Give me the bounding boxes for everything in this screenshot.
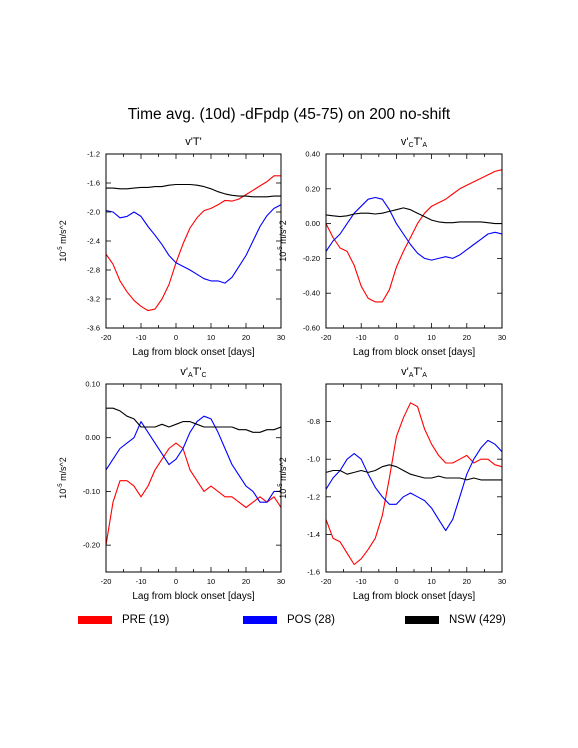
chart-1-ylabel: 10-5 m/s^2 [58, 220, 68, 262]
chart-4-xtick-label: 20 [463, 577, 471, 586]
chart-3: v'AT'C -20 -10 0 10 20 30 -0.20 -0.10 0.00 0.10 Lag… [58, 366, 285, 602]
chart-2-xtick-label: -20 [321, 333, 332, 342]
chart-1-ytick-label: -1.6 [87, 179, 100, 188]
chart-4-xtick-label: 0 [394, 577, 398, 586]
chart-1-series-nsw [106, 183, 281, 198]
chart-4-xtick-label: 10 [427, 577, 435, 586]
chart-2-xtick-label: -10 [356, 333, 367, 342]
legend-pos: POS (28) [243, 614, 335, 626]
chart-3-xtick-label: 20 [242, 577, 250, 586]
chart-1: v'T' -20 -10 0 10 20 30 -3.6 -3.2 -2.8 -2.4 -2.0 -1.… [58, 136, 285, 358]
chart-1-ytick-label: -1.2 [87, 150, 100, 159]
legend-swatch-pre [78, 616, 112, 624]
chart-1-ytick-label: -3.2 [87, 295, 100, 304]
chart-3-frame [105, 383, 282, 573]
legend-swatch-pos [243, 616, 277, 624]
chart-2-frame [325, 153, 503, 329]
chart-2-xtick-label: 10 [427, 333, 435, 342]
chart-3-ytick-label: -0.20 [83, 541, 100, 550]
chart-3-series-pos [106, 415, 281, 503]
chart-2: v'CT'A -20 -10 0 10 20 30 -0.60 -0.40 -0.20 0.00 0.… [278, 136, 506, 358]
chart-2-xlabel: Lag from block onset [days] [353, 347, 476, 358]
chart-1-xtick-label: 10 [207, 333, 215, 342]
chart-4-xtick-label: 30 [498, 577, 506, 586]
chart-4-xtick-label: -10 [356, 577, 367, 586]
chart-2-title: v'CT'A [401, 136, 428, 149]
chart-2-series-pos [326, 196, 502, 261]
chart-3-ytick-label: -0.10 [83, 487, 100, 496]
chart-4-series-pos [326, 439, 502, 532]
legend-label-nsw: NSW (429) [449, 614, 506, 626]
chart-2-ytick-label: -0.60 [303, 324, 320, 333]
chart-4-ytick-label: -1.6 [307, 568, 320, 577]
chart-2-xtick-label: 0 [394, 333, 398, 342]
chart-2-ytick-label: 0.40 [305, 150, 320, 159]
chart-3-series-nsw [106, 407, 281, 433]
chart-1-title: v'T' [185, 136, 201, 148]
chart-1-ytick-label: -3.6 [87, 324, 100, 333]
chart-3-ytick-label: 0.10 [85, 380, 100, 389]
chart-2-series-nsw [326, 207, 502, 225]
chart-2-ytick-label: 0.00 [305, 219, 320, 228]
figure-title: Time avg. (10d) -dFpdp (45-75) on 200 no… [127, 106, 451, 123]
chart-1-xlabel: Lag from block onset [days] [132, 347, 255, 358]
chart-3-xtick-label: -10 [136, 577, 147, 586]
chart-3-title: v'AT'C [180, 366, 206, 379]
chart-1-ytick-label: -2.8 [87, 266, 100, 275]
chart-4-ytick-label: -1.2 [307, 492, 320, 501]
chart-2-ytick-label: -0.40 [303, 289, 320, 298]
chart-3-xtick-label: 30 [277, 577, 285, 586]
chart-1-series-pos [106, 204, 281, 284]
chart-3-xtick-label: 0 [174, 577, 178, 586]
chart-3-xtick-label: -20 [101, 577, 112, 586]
chart-1-frame [105, 153, 282, 329]
chart-2-ylabel: 10-5 m/s^2 [278, 220, 288, 262]
chart-4-title: v'AT'A [401, 366, 427, 379]
legend-label-pos: POS (28) [287, 614, 335, 626]
chart-1-xtick-label: -20 [101, 333, 112, 342]
chart-4-ytick-label: -1.4 [307, 530, 320, 539]
legend-pre: PRE (19) [78, 614, 169, 626]
chart-4-xlabel: Lag from block onset [days] [353, 591, 476, 602]
chart-1-xtick-label: 0 [174, 333, 178, 342]
chart-4-xtick-label: -20 [321, 577, 332, 586]
chart-4-series-nsw [326, 464, 502, 481]
chart-1-xtick-label: 30 [277, 333, 285, 342]
chart-3-xlabel: Lag from block onset [days] [132, 591, 255, 602]
chart-3-ytick-label: 0.00 [85, 433, 100, 442]
chart-4-ytick-label: -0.8 [307, 417, 320, 426]
chart-2-series-pre [326, 169, 502, 303]
chart-2-xtick-label: 30 [498, 333, 506, 342]
chart-4-series-pre [326, 402, 502, 566]
chart-2-ytick-label: 0.20 [305, 184, 320, 193]
chart-3-series-pre [106, 442, 281, 546]
chart-1-ytick-label: -2.0 [87, 208, 100, 217]
chart-2-xtick-label: 20 [463, 333, 471, 342]
chart-1-ytick-label: -2.4 [87, 237, 100, 246]
chart-1-xtick-label: 20 [242, 333, 250, 342]
chart-1-series-pre [106, 175, 281, 312]
legend-label-pre: PRE (19) [122, 614, 170, 626]
chart-4-ylabel: 10-5 m/s^2 [278, 457, 288, 499]
chart-2-ytick-label: -0.20 [303, 254, 320, 263]
chart-4: v'AT'A -20 -10 0 10 20 30 -1.6 -1.4 -1.2 -1.0 -0.8 L… [278, 366, 506, 602]
legend-nsw: NSW (429) [405, 614, 506, 626]
chart-1-xtick-label: -10 [136, 333, 147, 342]
chart-3-ylabel: 10-5 m/s^2 [58, 457, 68, 499]
legend-swatch-nsw [405, 616, 439, 624]
chart-4-ytick-label: -1.0 [307, 455, 320, 464]
chart-3-xtick-label: 10 [207, 577, 215, 586]
